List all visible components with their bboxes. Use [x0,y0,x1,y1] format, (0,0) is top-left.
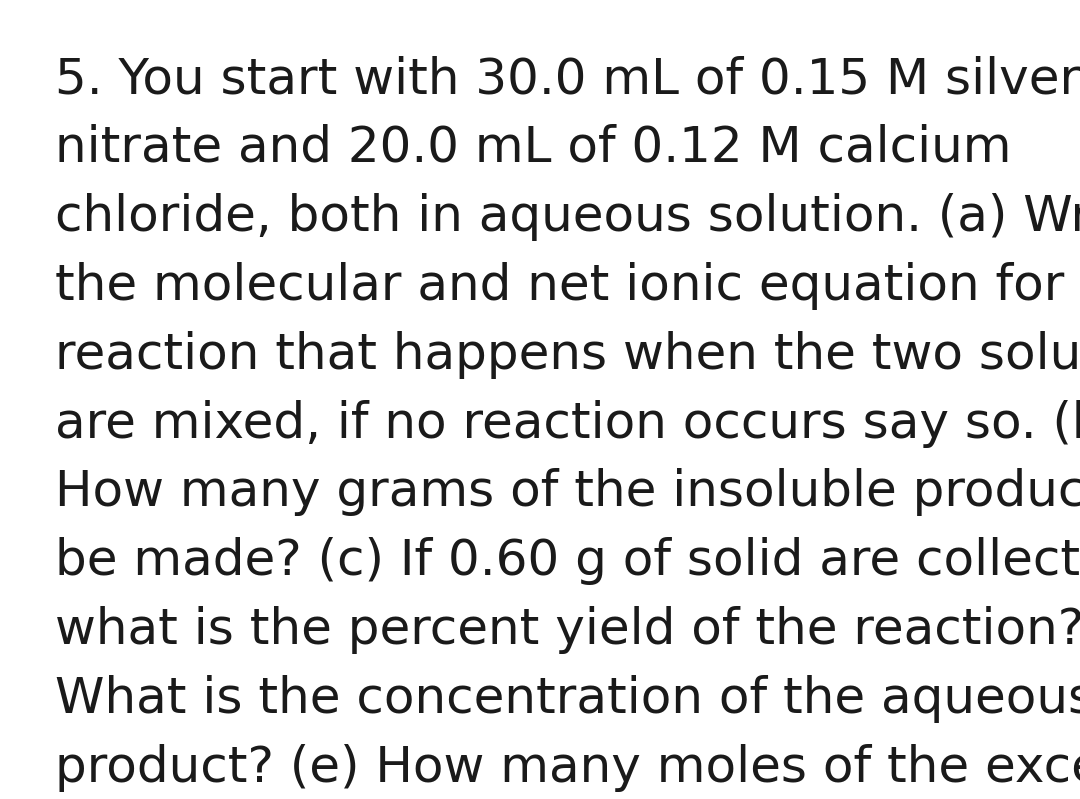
Text: 5. You start with 30.0 mL of 0.15 M silver
nitrate and 20.0 mL of 0.12 M calcium: 5. You start with 30.0 mL of 0.15 M silv… [55,55,1080,799]
